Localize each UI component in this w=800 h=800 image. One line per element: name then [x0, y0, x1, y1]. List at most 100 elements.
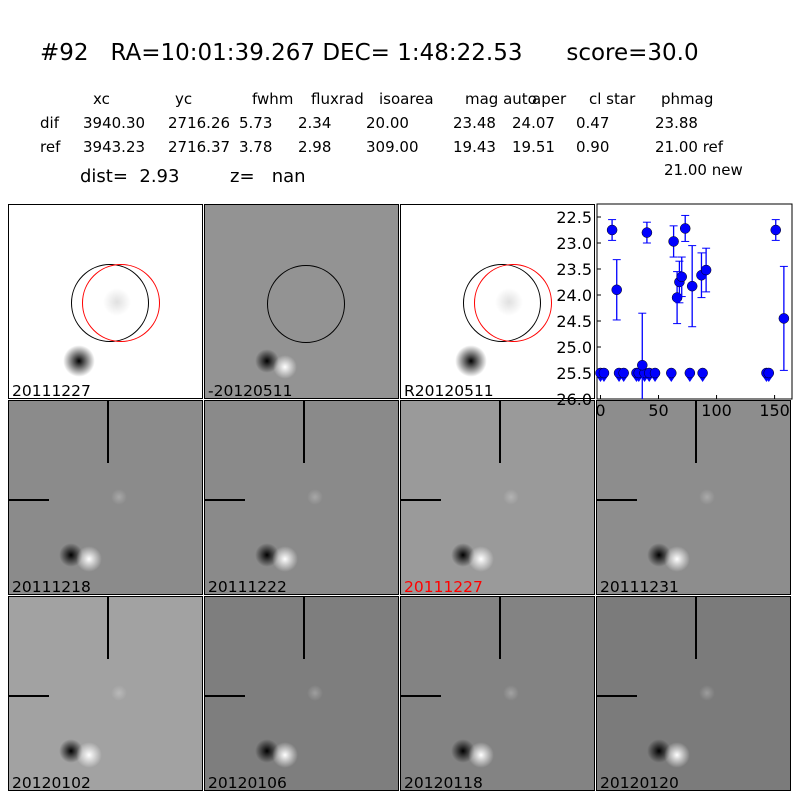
table-cell: 3943.23 [83, 138, 146, 156]
dist-value: dist= 2.93 [80, 166, 180, 187]
crosshair-horizontal [205, 499, 245, 501]
table-cell: 21.00 ref [655, 138, 724, 156]
crosshair-vertical [695, 401, 697, 463]
dipole-positive [272, 546, 298, 572]
stamp-label: 20120118 [404, 774, 483, 791]
table-cell: 3940.30 [83, 114, 146, 132]
table-cell: 24.07 [512, 114, 555, 132]
column-header: fwhm [252, 90, 294, 108]
stamp-20120118[interactable]: 20120118 [400, 596, 595, 791]
column-header: mag auto [465, 90, 537, 108]
stamp-label: 20111227 [404, 578, 483, 595]
column-header: isoarea [379, 90, 434, 108]
phmag-new: 21.00 new [664, 161, 743, 179]
stamp-20111231[interactable]: 20111231 [596, 400, 791, 595]
table-cell: 0.47 [576, 114, 610, 132]
ref-circle [267, 265, 345, 343]
crosshair-horizontal [401, 499, 441, 501]
new-circle [474, 264, 552, 342]
crosshair-horizontal [401, 695, 441, 697]
y-tick-label: 25.5 [556, 364, 592, 383]
column-header: cl star [589, 90, 636, 108]
crosshair-horizontal [597, 695, 637, 697]
crosshair-vertical [695, 597, 697, 659]
table-cell: 5.73 [239, 114, 273, 132]
data-point [778, 313, 790, 324]
table-cell: 19.43 [453, 138, 496, 156]
stamp-20111227[interactable]: 20111227 [400, 400, 595, 595]
table-cell: 19.51 [512, 138, 555, 156]
data-point [676, 271, 687, 283]
figure-title: #92 RA=10:01:39.267 DEC= 1:48:22.53 scor… [40, 40, 699, 66]
candidate-source [111, 489, 127, 505]
crosshair-horizontal [597, 499, 637, 501]
plot-area [596, 203, 793, 400]
data-point [700, 264, 712, 276]
stamp-label: 20111222 [208, 578, 287, 595]
table-cell: 2.98 [298, 138, 332, 156]
upper-limit-point [649, 367, 661, 379]
x-tick-label: 150 [759, 401, 790, 420]
data-point [641, 227, 653, 238]
table-cell: 3.78 [239, 138, 273, 156]
upper-limit-point [763, 367, 775, 379]
table-cell: 2716.37 [168, 138, 231, 156]
data-point [671, 292, 683, 303]
table-cell: 2.34 [298, 114, 332, 132]
upper-limit-point [697, 367, 708, 379]
row-label: ref [40, 138, 61, 156]
stamp-20120120[interactable]: 20120120 [596, 596, 791, 791]
data-point [611, 284, 622, 296]
data-point [679, 223, 691, 234]
stamp-20120106[interactable]: 20120106 [204, 596, 399, 791]
x-tick-label: 100 [701, 401, 732, 420]
stamp-label: R20120511 [404, 382, 494, 399]
stamp-20111222[interactable]: 20111222 [204, 400, 399, 595]
crosshair-vertical [499, 401, 501, 463]
stamp-label: 20111231 [600, 578, 679, 595]
upper-limit-point [666, 367, 677, 379]
upper-limit-point [618, 367, 629, 379]
column-header: xc [93, 90, 110, 108]
data-point [686, 280, 698, 292]
host-star [455, 345, 487, 377]
dipole-positive [272, 742, 298, 768]
y-tick-label: 24.5 [556, 312, 592, 331]
stamp-label: 20120120 [600, 774, 679, 791]
x-tick-label: 50 [648, 401, 668, 420]
table-cell: 20.00 [366, 114, 409, 132]
table-cell: 0.90 [576, 138, 610, 156]
z-value: z= nan [230, 166, 306, 187]
data-point [770, 224, 781, 236]
top-stamp-ref: R20120511 [400, 204, 595, 399]
y-tick-label: 23.5 [556, 260, 592, 279]
column-header: fluxrad [311, 90, 364, 108]
dipole-positive [468, 546, 494, 572]
candidate-source [699, 685, 715, 701]
stamp-label: -20120511 [208, 382, 293, 399]
data-point [668, 236, 679, 247]
stamp-20120102[interactable]: 20120102 [8, 596, 203, 791]
top-stamp-diff: -20120511 [204, 204, 399, 399]
stamp-label: 20111227 [12, 382, 91, 399]
x-tick-label: 0 [595, 401, 605, 420]
crosshair-vertical [107, 401, 109, 463]
row-label: dif [40, 114, 59, 132]
candidate-source [503, 685, 519, 701]
candidate-source [111, 685, 127, 701]
crosshair-vertical [107, 597, 109, 659]
stamp-20111218[interactable]: 20111218 [8, 400, 203, 595]
y-tick-label: 25.0 [556, 338, 592, 357]
column-header: aper [532, 90, 567, 108]
dipole-positive [468, 742, 494, 768]
new-circle [82, 264, 160, 342]
crosshair-horizontal [9, 695, 49, 697]
host-star [63, 345, 95, 377]
stamp-label: 20111218 [12, 578, 91, 595]
y-tick-label: 24.0 [556, 286, 592, 305]
upper-limit-point [684, 367, 696, 379]
dipole-positive [664, 742, 690, 768]
dipole-positive [273, 355, 297, 379]
crosshair-horizontal [205, 695, 245, 697]
dipole-positive [664, 546, 690, 572]
